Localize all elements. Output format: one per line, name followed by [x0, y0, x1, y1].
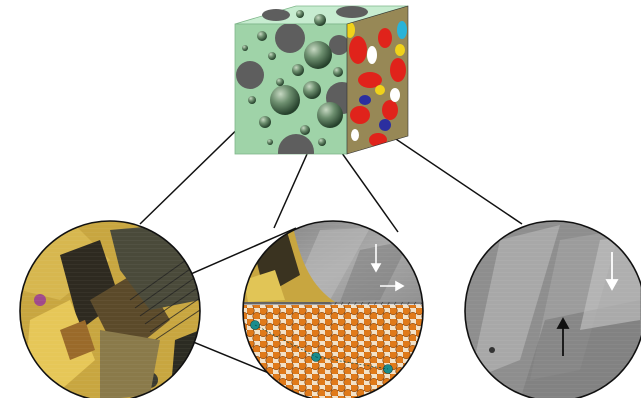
sphere-particle	[317, 102, 343, 128]
panel-left-border	[19, 220, 201, 398]
down-arrow-icon	[605, 252, 619, 291]
sphere-particle	[333, 67, 343, 77]
atomic-lattice	[243, 305, 423, 398]
sphere-particle	[314, 14, 326, 26]
sphere-particle	[268, 52, 276, 60]
sphere-particle	[257, 31, 267, 41]
sphere-particle	[304, 41, 332, 69]
sphere-particle	[259, 116, 271, 128]
sphere-particle	[296, 10, 304, 18]
cube-composite	[234, 5, 409, 155]
cube-side-face	[347, 6, 408, 154]
sphere-particle	[248, 96, 256, 104]
sphere-particle	[276, 78, 284, 86]
sphere-particle	[318, 138, 326, 146]
panel-right-border	[464, 220, 641, 398]
sphere-particle	[292, 64, 304, 76]
up-arrow-icon	[556, 317, 570, 356]
down-arrow-icon	[370, 244, 382, 273]
right-arrow-icon	[380, 280, 405, 292]
sphere-particle	[300, 125, 310, 135]
panel-middle-border	[242, 220, 424, 398]
sphere-particle	[303, 81, 321, 99]
sphere-particle	[270, 85, 300, 115]
panel-middle-composite	[243, 221, 423, 398]
sphere-particle	[242, 45, 248, 51]
sphere-particle	[267, 139, 273, 145]
panel-right-grayscale-micrograph	[465, 221, 641, 398]
